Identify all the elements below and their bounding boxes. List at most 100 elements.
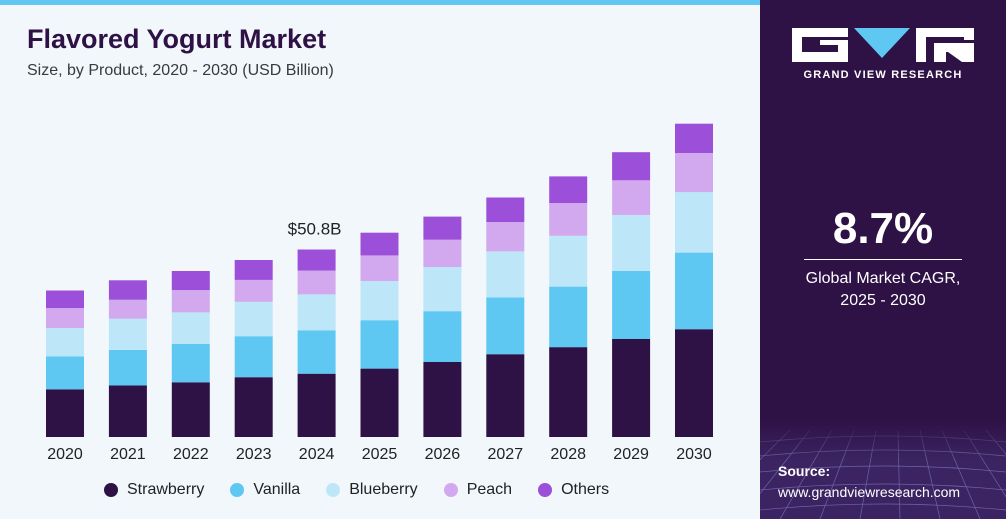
legend-item-strawberry: Strawberry xyxy=(104,481,204,499)
bar-segment-blueberry-2023 xyxy=(234,301,273,337)
stacked-bar-chart: 2020 2021 2022 2023 2024 $50.8B 2025 2026 2027 20… xyxy=(46,123,713,464)
legend-swatch-others xyxy=(538,483,553,497)
legend-item-others: Others xyxy=(538,481,609,499)
x-tick-label-2028: 2028 xyxy=(550,446,586,463)
side-panel: GRAND VIEW RESEARCH 8.7% Global Market C… xyxy=(760,0,1006,519)
bar-segment-strawberry-2026 xyxy=(423,362,462,437)
bar-segment-blueberry-2030 xyxy=(675,192,713,253)
bar-segment-vanilla-2023 xyxy=(234,336,273,378)
legend-label-strawberry: Strawberry xyxy=(127,481,205,498)
bar-segment-blueberry-2020 xyxy=(46,328,84,357)
bar-segment-vanilla-2020 xyxy=(46,356,84,390)
bar-segment-blueberry-2022 xyxy=(171,312,210,344)
legend-item-vanilla: Vanilla xyxy=(230,481,300,499)
bar-segment-blueberry-2027 xyxy=(486,251,525,298)
legend-item-peach: Peach xyxy=(443,481,513,499)
x-tick-label-2026: 2026 xyxy=(425,446,461,463)
bar-segment-strawberry-2023 xyxy=(234,377,273,437)
bar-segment-blueberry-2029 xyxy=(612,215,651,271)
cagr-label: Global Market CAGR, 2025 - 2030 xyxy=(760,268,1006,312)
bar-segment-others-2029 xyxy=(612,152,651,181)
legend-swatch-strawberry xyxy=(104,483,118,497)
bar-segment-others-2024 xyxy=(297,249,336,271)
top-accent-bar xyxy=(0,0,760,5)
chart-title: Flavored Yogurt Market xyxy=(27,24,327,54)
chart-legend: Strawberry Vanilla Blueberry Peach Others xyxy=(104,480,635,500)
brand-name: GRAND VIEW RESEARCH xyxy=(803,69,963,81)
x-tick-label-2020: 2020 xyxy=(47,446,83,463)
bar-segment-others-2028 xyxy=(549,176,588,203)
gvr-logo-icon xyxy=(792,28,974,62)
bar-segment-others-2025 xyxy=(360,232,399,256)
bar-segment-peach-2027 xyxy=(486,222,525,252)
bar-segment-vanilla-2028 xyxy=(549,286,588,348)
bar-segment-peach-2020 xyxy=(46,308,84,328)
chart-subtitle: Size, by Product, 2020 - 2030 (USD Billi… xyxy=(27,62,334,79)
legend-swatch-peach xyxy=(443,483,458,497)
bar-segment-others-2030 xyxy=(675,123,713,153)
gvr-logo: GRAND VIEW RESEARCH xyxy=(792,28,974,81)
bar-segment-strawberry-2025 xyxy=(360,368,399,437)
bars-layer xyxy=(46,123,713,437)
bar-segment-strawberry-2027 xyxy=(486,354,525,437)
x-tick-label-2027: 2027 xyxy=(488,446,524,463)
bar-segment-strawberry-2020 xyxy=(46,389,84,437)
legend-label-blueberry: Blueberry xyxy=(349,481,418,498)
bar-segment-blueberry-2024 xyxy=(297,294,336,331)
legend-label-peach: Peach xyxy=(466,481,513,498)
bar-segment-others-2022 xyxy=(171,271,210,291)
bar-segment-others-2020 xyxy=(46,290,84,309)
bar-segment-vanilla-2022 xyxy=(171,344,210,383)
bar-segment-strawberry-2028 xyxy=(549,347,588,437)
x-tick-label-2023: 2023 xyxy=(236,446,272,463)
legend-item-blueberry: Blueberry xyxy=(326,481,418,499)
x-tick-label-2025: 2025 xyxy=(362,446,398,463)
bar-segment-others-2021 xyxy=(108,280,147,300)
x-tick-label-2030: 2030 xyxy=(676,446,712,463)
source-url: www.grandviewresearch.com xyxy=(778,484,961,500)
cagr-label-line2: 2025 - 2030 xyxy=(840,292,926,309)
legend-label-vanilla: Vanilla xyxy=(253,481,301,498)
labels-layer: 2020 2021 2022 2023 2024 $50.8B 2025 2026 2027 20… xyxy=(47,220,712,464)
grid-decoration xyxy=(760,420,1006,519)
bar-segment-peach-2028 xyxy=(549,203,588,236)
bar-segment-others-2023 xyxy=(234,260,273,280)
bar-segment-vanilla-2025 xyxy=(360,320,399,369)
bar-segment-strawberry-2024 xyxy=(297,373,336,437)
x-tick-label-2022: 2022 xyxy=(173,446,209,463)
legend-swatch-blueberry xyxy=(326,483,341,497)
legend-swatch-vanilla xyxy=(230,483,245,497)
bar-segment-peach-2024 xyxy=(297,270,336,295)
bar-segment-strawberry-2029 xyxy=(612,338,651,437)
bar-segment-blueberry-2026 xyxy=(423,267,462,312)
bar-segment-peach-2029 xyxy=(612,180,651,216)
highlight-value-label: $50.8B xyxy=(288,220,342,239)
bar-segment-strawberry-2021 xyxy=(108,385,147,437)
bar-segment-peach-2030 xyxy=(675,153,713,193)
bar-segment-vanilla-2024 xyxy=(297,330,336,374)
bar-segment-vanilla-2030 xyxy=(675,252,713,330)
bar-segment-peach-2021 xyxy=(108,299,147,319)
cagr-label-line1: Global Market CAGR, xyxy=(805,270,961,287)
legend-label-others: Others xyxy=(561,481,610,498)
bar-segment-peach-2026 xyxy=(423,239,462,267)
cagr-divider xyxy=(804,259,962,260)
bar-segment-others-2026 xyxy=(423,216,462,240)
bar-segment-peach-2023 xyxy=(234,279,273,302)
bar-segment-vanilla-2026 xyxy=(423,311,462,362)
bar-segment-blueberry-2028 xyxy=(549,235,588,287)
bar-segment-vanilla-2027 xyxy=(486,297,525,355)
bar-segment-blueberry-2025 xyxy=(360,281,399,321)
x-tick-label-2029: 2029 xyxy=(613,446,649,463)
chart-panel: Flavored Yogurt Market Size, by Product,… xyxy=(0,0,760,519)
bar-segment-strawberry-2030 xyxy=(675,329,713,437)
source-label: Source: xyxy=(778,463,831,479)
bar-segment-vanilla-2029 xyxy=(612,271,651,339)
bar-segment-vanilla-2021 xyxy=(108,349,147,386)
x-tick-label-2024: 2024 xyxy=(299,446,335,463)
cagr-value: 8.7% xyxy=(832,204,934,253)
bar-segment-peach-2022 xyxy=(171,290,210,313)
x-tick-label-2021: 2021 xyxy=(110,446,146,463)
bar-segment-blueberry-2021 xyxy=(108,318,147,350)
bar-segment-others-2027 xyxy=(486,197,525,223)
